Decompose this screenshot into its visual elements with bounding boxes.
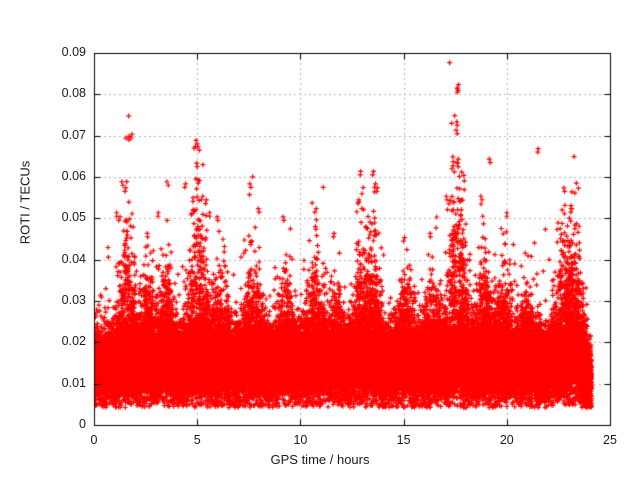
- x-tick-label: 15: [396, 433, 411, 447]
- y-tick-label: 0.05: [61, 210, 86, 225]
- x-axis-label: GPS time / hours: [270, 452, 370, 467]
- x-tick-label: 5: [193, 433, 201, 447]
- y-axis-label: ROTI / TECUs: [17, 160, 33, 245]
- y-tick-label: 0.09: [61, 45, 86, 59]
- x-tick-label: 10: [293, 433, 308, 447]
- y-tick-label: 0.06: [61, 169, 86, 183]
- y-tick-label: 0.07: [61, 127, 86, 142]
- y-tick-label: 0.01: [61, 375, 86, 390]
- x-tick-label: 25: [603, 433, 617, 447]
- y-tick-label: 0.03: [61, 293, 86, 307]
- x-tick-label: 0: [90, 433, 98, 447]
- y-tick-label: 0.04: [61, 251, 86, 266]
- y-tick-label: 0.02: [61, 334, 86, 349]
- y-tick-label: 0.08: [61, 86, 86, 101]
- x-tick-label: 20: [499, 433, 514, 447]
- y-tick-label: 0: [79, 417, 86, 431]
